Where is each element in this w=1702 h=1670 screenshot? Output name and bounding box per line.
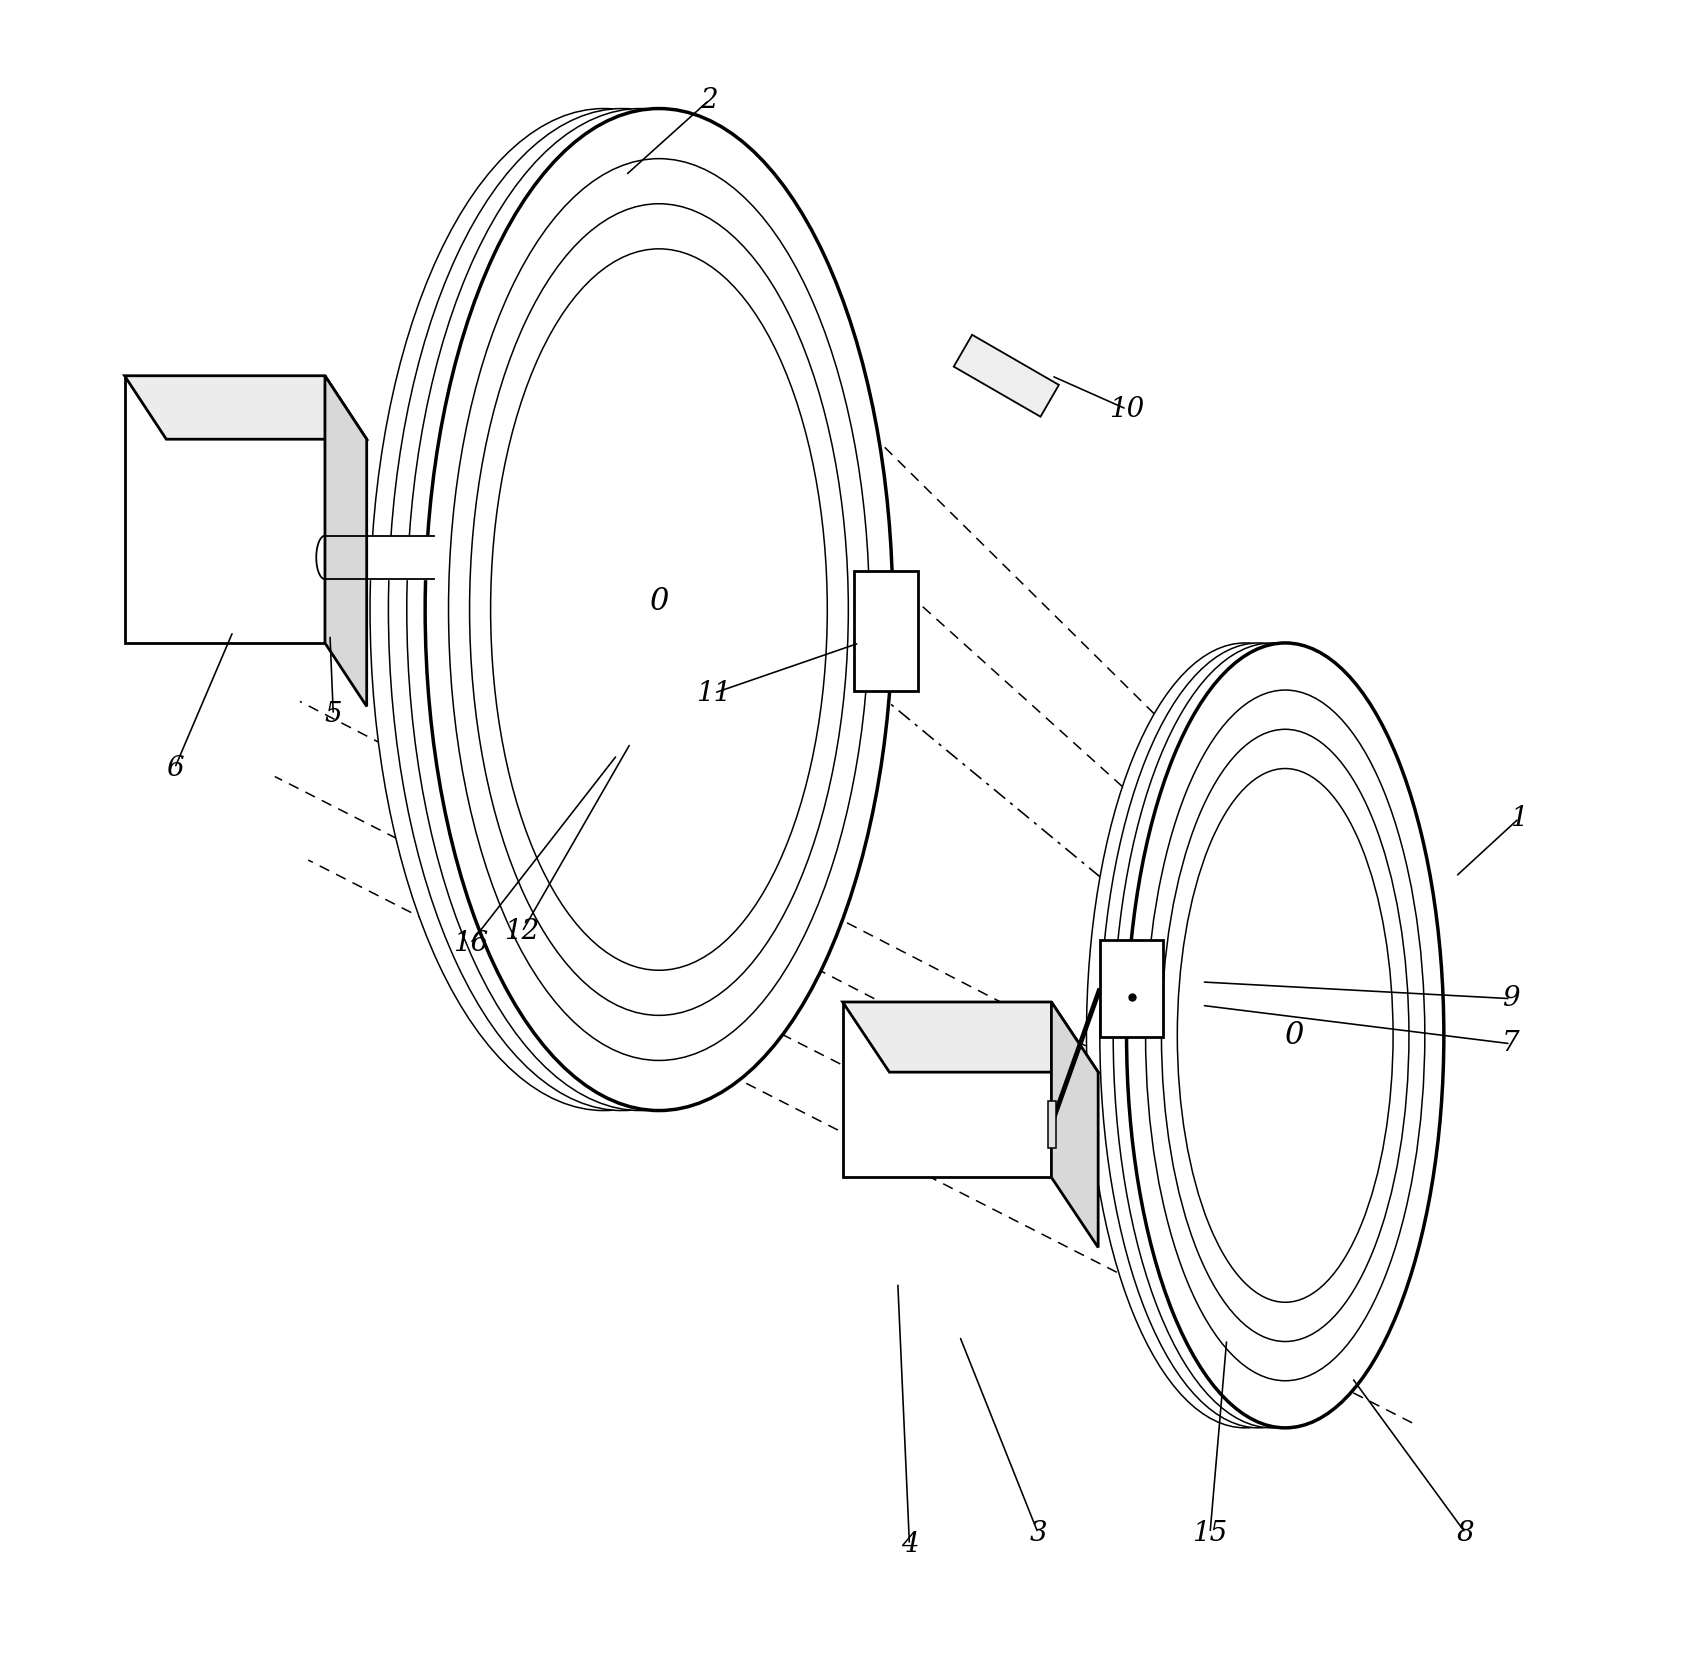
Ellipse shape xyxy=(426,109,894,1111)
Bar xyxy=(1099,940,1162,1037)
Text: 3: 3 xyxy=(1030,1520,1047,1546)
Polygon shape xyxy=(124,376,325,643)
Text: 2: 2 xyxy=(700,87,718,114)
Ellipse shape xyxy=(1113,643,1430,1428)
Text: 16: 16 xyxy=(453,930,488,957)
Ellipse shape xyxy=(1099,643,1418,1428)
Text: 4: 4 xyxy=(900,1531,919,1558)
Text: 0: 0 xyxy=(1283,1020,1304,1050)
Polygon shape xyxy=(124,376,366,439)
Ellipse shape xyxy=(1127,643,1443,1428)
Text: 6: 6 xyxy=(165,755,184,782)
Text: 10: 10 xyxy=(1110,396,1144,423)
Bar xyxy=(1048,1102,1057,1149)
Text: 1: 1 xyxy=(1510,805,1528,832)
Text: 15: 15 xyxy=(1193,1520,1227,1546)
Polygon shape xyxy=(1052,1002,1098,1247)
Text: 0: 0 xyxy=(648,586,669,616)
Text: 8: 8 xyxy=(1457,1520,1474,1546)
Polygon shape xyxy=(325,376,366,706)
Ellipse shape xyxy=(1086,643,1404,1428)
Text: 5: 5 xyxy=(325,701,342,728)
Polygon shape xyxy=(842,1002,1052,1177)
Text: 12: 12 xyxy=(504,919,540,945)
Ellipse shape xyxy=(369,109,837,1111)
Polygon shape xyxy=(842,1002,1098,1072)
Ellipse shape xyxy=(407,109,875,1111)
Text: 11: 11 xyxy=(696,680,732,706)
Bar xyxy=(854,571,917,691)
Ellipse shape xyxy=(388,109,856,1111)
Text: 9: 9 xyxy=(1501,985,1520,1012)
Text: 7: 7 xyxy=(1501,1030,1520,1057)
Polygon shape xyxy=(953,334,1059,418)
